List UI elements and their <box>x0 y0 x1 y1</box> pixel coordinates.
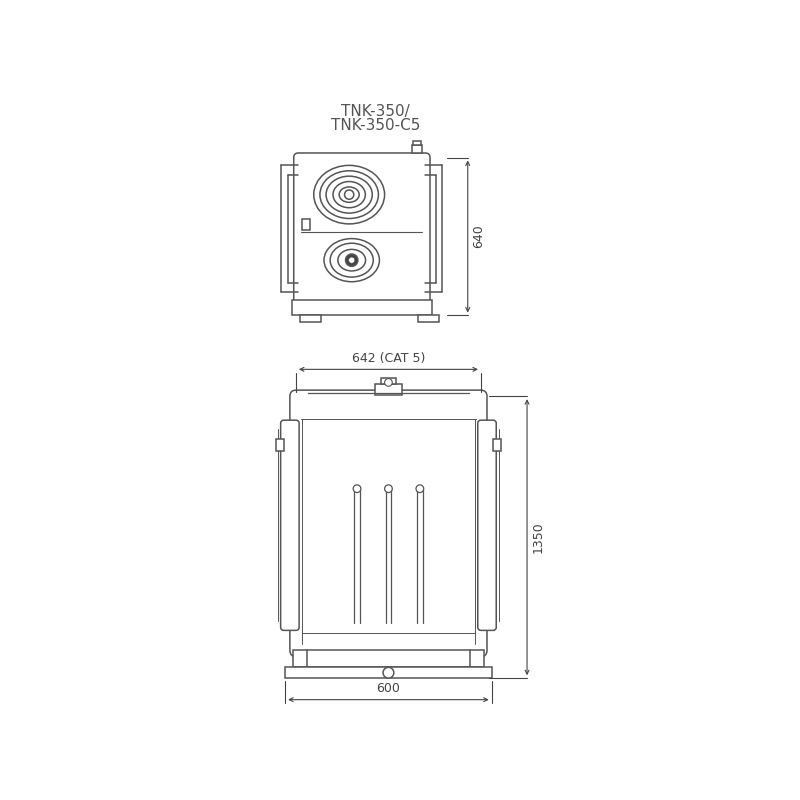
Text: 642 (CAT 5): 642 (CAT 5) <box>352 352 425 365</box>
Ellipse shape <box>324 238 379 282</box>
Bar <box>286 667 492 678</box>
Circle shape <box>353 485 361 493</box>
Circle shape <box>345 190 354 199</box>
Ellipse shape <box>333 182 366 208</box>
Bar <box>413 141 421 146</box>
FancyBboxPatch shape <box>281 420 299 630</box>
Ellipse shape <box>338 250 366 271</box>
Circle shape <box>385 485 392 493</box>
Circle shape <box>349 257 354 263</box>
Text: TNK-350/: TNK-350/ <box>341 104 410 118</box>
Ellipse shape <box>339 187 359 202</box>
Ellipse shape <box>320 170 378 218</box>
Circle shape <box>383 667 394 678</box>
FancyBboxPatch shape <box>478 420 496 630</box>
Ellipse shape <box>330 243 374 277</box>
Text: 1350: 1350 <box>532 522 545 553</box>
Text: 640: 640 <box>472 225 486 248</box>
Circle shape <box>416 485 424 493</box>
Bar <box>381 378 396 384</box>
Bar <box>300 315 322 322</box>
Ellipse shape <box>314 166 385 224</box>
Bar <box>292 300 431 315</box>
Bar <box>276 438 284 451</box>
Text: 600: 600 <box>377 682 400 695</box>
Bar <box>293 650 484 667</box>
Bar <box>493 438 501 451</box>
Circle shape <box>346 254 358 266</box>
Circle shape <box>385 378 392 386</box>
Text: TNK-350-C5: TNK-350-C5 <box>330 118 420 133</box>
Bar <box>411 146 422 153</box>
FancyBboxPatch shape <box>294 153 430 305</box>
Ellipse shape <box>326 176 372 213</box>
Bar <box>374 384 402 394</box>
FancyBboxPatch shape <box>290 390 487 657</box>
Bar <box>302 219 310 230</box>
Bar <box>418 315 439 322</box>
